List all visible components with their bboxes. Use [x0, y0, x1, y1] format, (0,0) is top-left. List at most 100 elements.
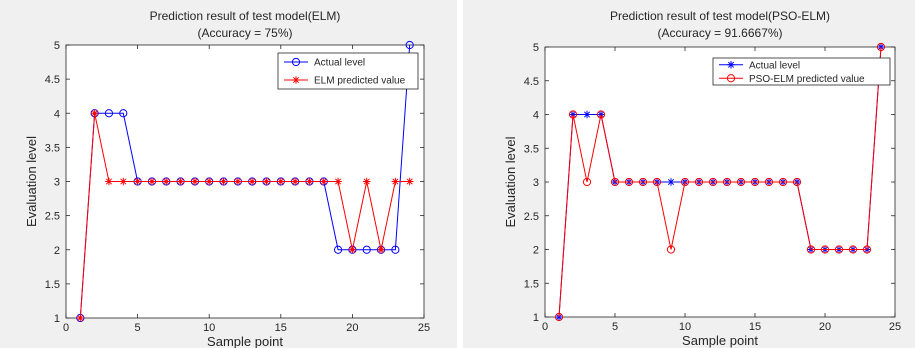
data-point: [176, 177, 185, 186]
x-axis-label: Sample point: [207, 334, 283, 348]
data-point: [119, 177, 128, 186]
data-point: [234, 177, 242, 186]
data-point: [90, 109, 99, 118]
legend-marker: [727, 60, 735, 69]
y-tick-label: 4.5: [524, 76, 539, 88]
data-point: [362, 177, 371, 186]
y-tick-label: 3.5: [45, 142, 60, 154]
data-point: [319, 177, 328, 186]
legend-marker: [291, 57, 301, 67]
pso-elm-chart: Prediction result of test model(PSO-ELM)…: [503, 9, 901, 348]
data-point: [736, 177, 746, 187]
y-tick-label: 5: [54, 40, 60, 52]
legend-label: Actual level: [314, 58, 365, 69]
data-point: [638, 177, 648, 187]
legend-box: [712, 57, 891, 86]
series-1: [76, 109, 414, 322]
data-point: [554, 312, 564, 322]
data-point: [104, 109, 114, 118]
data-point: [862, 245, 872, 254]
y-axis-label: Evaluation level: [24, 136, 39, 227]
x-tick-label: 10: [203, 322, 215, 334]
x-tick-label: 25: [889, 321, 901, 333]
data-point: [105, 177, 113, 186]
data-point: [334, 177, 342, 186]
series-1: [554, 42, 886, 322]
data-point: [405, 177, 414, 186]
legend-label: Actual level: [749, 60, 800, 71]
x-tick-label: 20: [346, 322, 358, 334]
data-point: [219, 177, 228, 186]
data-point: [277, 177, 285, 186]
data-point: [391, 177, 400, 186]
data-point: [820, 245, 830, 254]
x-axis-label: Sample point: [682, 333, 758, 348]
y-tick-label: 3: [54, 177, 60, 189]
data-point: [291, 177, 299, 186]
data-point: [708, 177, 718, 187]
chart-subtitle: (Accuracy = 75%): [197, 26, 292, 40]
y-tick-label: 1: [533, 312, 539, 324]
data-point: [377, 245, 385, 254]
data-point: [694, 177, 704, 187]
data-point: [148, 177, 156, 186]
y-tick-label: 1.5: [524, 278, 539, 290]
data-point: [262, 177, 271, 186]
data-point: [722, 177, 732, 187]
y-tick-label: 4: [54, 108, 60, 120]
legend: Actual level PSO-ELM predicted value: [712, 57, 891, 86]
data-point: [119, 109, 128, 118]
y-axis-label: Evaluation level: [503, 136, 518, 227]
legend-box: [277, 52, 419, 90]
legend-label: ELM predicted value: [314, 76, 406, 87]
legend-marker: [292, 76, 300, 84]
y-tick-label: 2.5: [524, 211, 539, 223]
data-point: [848, 245, 858, 254]
chart-title: Prediction result of test model(ELM): [150, 9, 341, 23]
x-tick-label: 5: [612, 321, 618, 333]
data-point: [568, 110, 578, 119]
data-point: [362, 245, 371, 254]
x-tick-label: 0: [542, 321, 548, 333]
y-tick-label: 2: [54, 245, 60, 257]
data-point: [666, 245, 676, 254]
x-tick-label: 15: [749, 321, 761, 333]
data-point: [806, 245, 816, 254]
data-point: [624, 177, 634, 187]
data-point: [876, 42, 886, 52]
y-tick-label: 3: [533, 177, 539, 189]
chart-subtitle: (Accuracy = 91.6667%): [657, 26, 782, 40]
elm-chart: Prediction result of test model(ELM) (Acc…: [24, 9, 430, 348]
chart-title: Prediction result of test model(PSO-ELM): [610, 9, 830, 23]
chart-panel-pso-elm: Prediction result of test model(PSO-ELM)…: [463, 0, 915, 348]
data-point: [778, 177, 788, 187]
data-point: [391, 245, 400, 254]
chart-panel-elm: Prediction result of test model(ELM) (Acc…: [0, 0, 457, 348]
data-point: [76, 314, 85, 322]
y-tick-label: 4.5: [45, 74, 60, 86]
data-point: [582, 177, 592, 187]
data-point: [610, 177, 620, 187]
data-point: [348, 245, 357, 254]
legend: Actual level ELM predicted value: [277, 52, 419, 90]
data-point: [680, 177, 690, 187]
legend-label: PSO-ELM predicted value: [749, 74, 865, 85]
x-tick-label: 15: [275, 322, 287, 334]
series-line: [558, 46, 882, 318]
data-point: [667, 178, 675, 186]
y-tick-label: 5: [533, 42, 539, 54]
x-tick-label: 5: [135, 322, 141, 334]
data-point: [834, 245, 844, 254]
data-point: [162, 177, 171, 186]
data-point: [405, 40, 414, 50]
data-point: [750, 177, 760, 187]
data-point: [205, 177, 213, 186]
data-point: [583, 110, 591, 119]
x-tick-label: 25: [418, 322, 430, 334]
data-point: [248, 177, 256, 186]
y-tick-label: 1.5: [45, 279, 60, 291]
data-point: [305, 177, 314, 186]
data-point: [792, 177, 802, 187]
y-tick-label: 4: [533, 110, 539, 122]
x-tick-label: 10: [679, 321, 691, 333]
